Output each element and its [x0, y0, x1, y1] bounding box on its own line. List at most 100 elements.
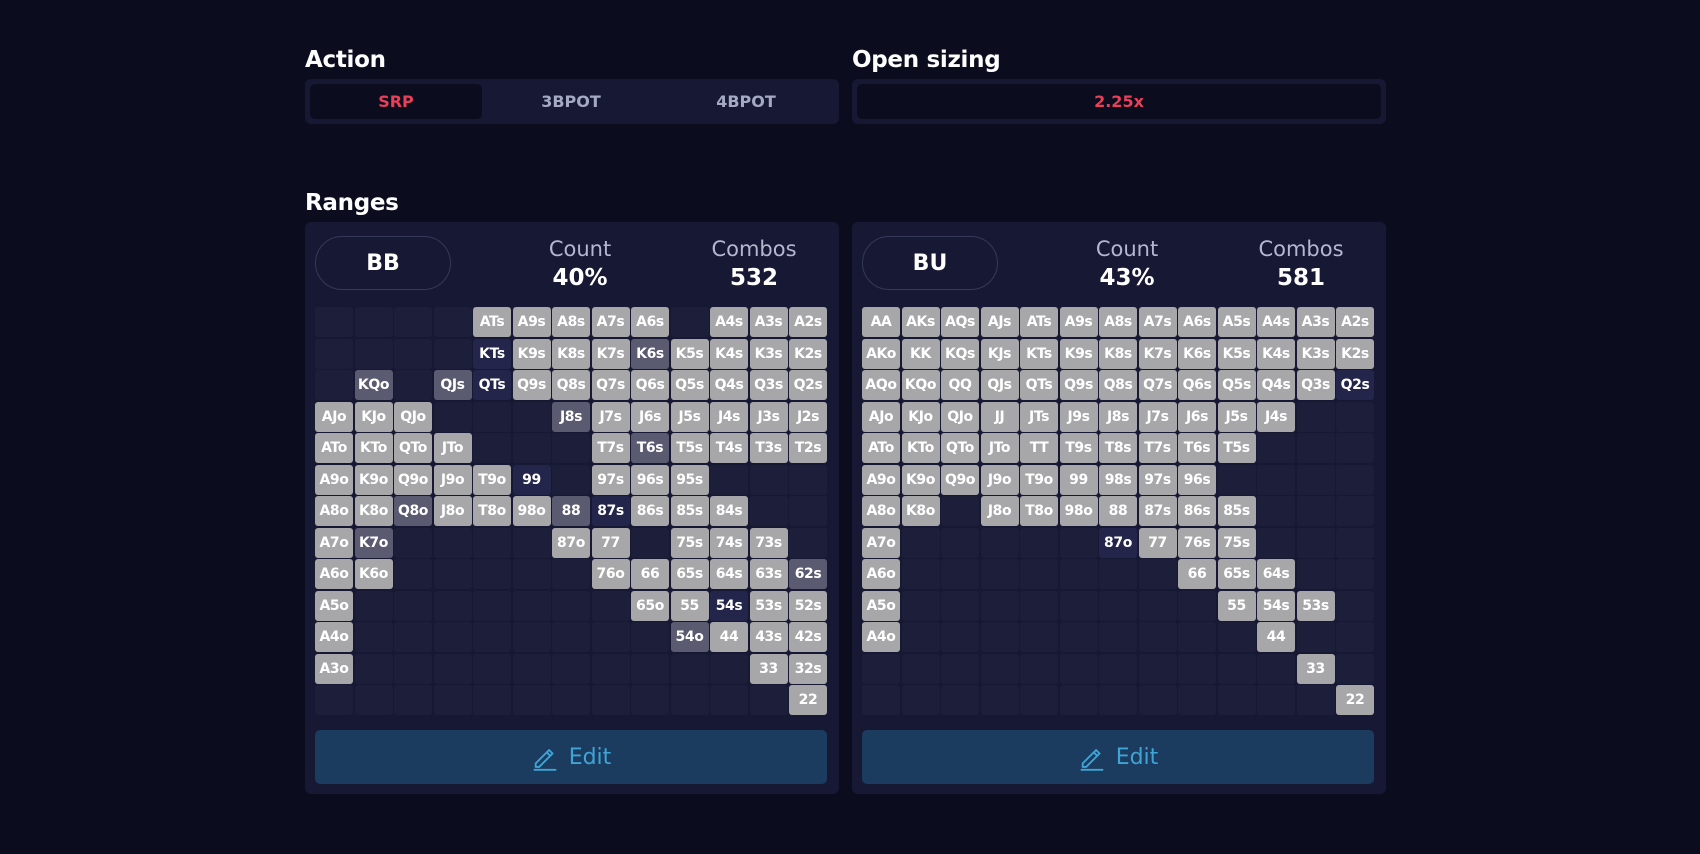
- hand-cell[interactable]: J4s: [1257, 401, 1295, 432]
- hand-cell[interactable]: [394, 622, 432, 652]
- hand-cell[interactable]: [354, 307, 393, 337]
- edit-button[interactable]: Edit: [862, 730, 1374, 784]
- hand-cell[interactable]: QJs: [980, 370, 1019, 400]
- hand-cell[interactable]: [789, 496, 827, 526]
- hand-cell[interactable]: QJs: [433, 370, 472, 400]
- hand-cell[interactable]: K8s: [1099, 338, 1137, 369]
- hand-cell[interactable]: K4s: [1257, 338, 1295, 369]
- hand-cell[interactable]: [591, 653, 630, 684]
- hand-cell[interactable]: A8o: [862, 496, 900, 526]
- hand-cell[interactable]: [941, 685, 979, 715]
- hand-cell[interactable]: [1138, 653, 1177, 684]
- hand-cell[interactable]: [1099, 590, 1137, 621]
- hand-cell[interactable]: T7s: [1138, 433, 1177, 463]
- hand-cell[interactable]: [512, 653, 551, 684]
- hand-cell[interactable]: [354, 653, 393, 684]
- hand-cell[interactable]: [512, 622, 551, 652]
- hand-cell[interactable]: Q9o: [394, 464, 432, 495]
- hand-cell[interactable]: 33: [749, 653, 788, 684]
- hand-cell[interactable]: [1178, 590, 1216, 621]
- hand-cell[interactable]: [1059, 653, 1098, 684]
- hand-cell[interactable]: KJo: [354, 401, 393, 432]
- hand-cell[interactable]: [1336, 622, 1374, 652]
- hand-cell[interactable]: [1296, 559, 1335, 589]
- hand-cell[interactable]: [1020, 590, 1058, 621]
- hand-cell[interactable]: Q7s: [591, 370, 630, 400]
- hand-cell[interactable]: J6s: [1178, 401, 1216, 432]
- hand-cell[interactable]: K2s: [789, 338, 827, 369]
- hand-cell[interactable]: KJo: [901, 401, 940, 432]
- hand-cell[interactable]: T8o: [1020, 496, 1058, 526]
- hand-cell[interactable]: [631, 622, 669, 652]
- hand-cell[interactable]: JTo: [433, 433, 472, 463]
- hand-cell[interactable]: Q6s: [1178, 370, 1216, 400]
- hand-cell[interactable]: [1020, 685, 1058, 715]
- hand-cell[interactable]: J8s: [552, 401, 590, 432]
- hand-cell[interactable]: K9s: [1059, 338, 1098, 369]
- hand-cell[interactable]: [473, 590, 511, 621]
- hand-cell[interactable]: [1217, 653, 1256, 684]
- hand-cell[interactable]: T3s: [749, 433, 788, 463]
- hand-cell[interactable]: [1059, 590, 1098, 621]
- hand-cell[interactable]: [980, 527, 1019, 558]
- hand-cell[interactable]: 22: [789, 685, 827, 715]
- hand-cell[interactable]: K6o: [354, 559, 393, 589]
- hand-cell[interactable]: [512, 685, 551, 715]
- hand-cell[interactable]: KQs: [941, 338, 979, 369]
- hand-cell[interactable]: AJo: [315, 401, 353, 432]
- hand-cell[interactable]: 54o: [670, 622, 709, 652]
- hand-cell[interactable]: Q3s: [1296, 370, 1335, 400]
- hand-cell[interactable]: J7s: [591, 401, 630, 432]
- hand-cell[interactable]: 77: [1138, 527, 1177, 558]
- hand-cell[interactable]: A6o: [315, 559, 353, 589]
- hand-cell[interactable]: K2s: [1336, 338, 1374, 369]
- hand-cell[interactable]: QTo: [941, 433, 979, 463]
- hand-cell[interactable]: [354, 685, 393, 715]
- hand-cell[interactable]: K7o: [354, 527, 393, 558]
- hand-cell[interactable]: A6s: [1178, 307, 1216, 337]
- hand-cell[interactable]: [512, 527, 551, 558]
- hand-cell[interactable]: [631, 527, 669, 558]
- hand-cell[interactable]: A4o: [862, 622, 900, 652]
- hand-cell[interactable]: [473, 433, 511, 463]
- hand-cell[interactable]: [512, 590, 551, 621]
- hand-cell[interactable]: [552, 622, 590, 652]
- hand-cell[interactable]: [512, 559, 551, 589]
- hand-cell[interactable]: AA: [862, 307, 900, 337]
- hand-cell[interactable]: K3s: [749, 338, 788, 369]
- hand-cell[interactable]: 96s: [1178, 464, 1216, 495]
- hand-cell[interactable]: A9s: [1059, 307, 1098, 337]
- hand-cell[interactable]: [433, 401, 472, 432]
- hand-cell[interactable]: K5s: [670, 338, 709, 369]
- hand-cell[interactable]: [1138, 559, 1177, 589]
- hand-cell[interactable]: Q4s: [1257, 370, 1295, 400]
- hand-cell[interactable]: 98o: [512, 496, 551, 526]
- hand-cell[interactable]: K9o: [354, 464, 393, 495]
- hand-cell[interactable]: J3s: [749, 401, 788, 432]
- hand-cell[interactable]: [1138, 590, 1177, 621]
- hand-cell[interactable]: A9s: [512, 307, 551, 337]
- hand-cell[interactable]: [1336, 401, 1374, 432]
- hand-cell[interactable]: T8o: [473, 496, 511, 526]
- hand-cell[interactable]: [394, 590, 432, 621]
- hand-cell[interactable]: J5s: [1217, 401, 1256, 432]
- hand-cell[interactable]: Q9s: [512, 370, 551, 400]
- hand-cell[interactable]: [1178, 653, 1216, 684]
- hand-cell[interactable]: [1059, 685, 1098, 715]
- hand-cell[interactable]: 63s: [749, 559, 788, 589]
- hand-cell[interactable]: [1336, 559, 1374, 589]
- hand-cell[interactable]: 33: [1296, 653, 1335, 684]
- hand-cell[interactable]: J8s: [1099, 401, 1137, 432]
- hand-cell[interactable]: AKs: [901, 307, 940, 337]
- hand-cell[interactable]: A8s: [1099, 307, 1137, 337]
- hand-cell[interactable]: 54s: [1257, 590, 1295, 621]
- hand-cell[interactable]: [710, 685, 748, 715]
- hand-cell[interactable]: [901, 527, 940, 558]
- hand-cell[interactable]: Q8s: [1099, 370, 1137, 400]
- hand-cell[interactable]: KJs: [980, 338, 1019, 369]
- hand-cell[interactable]: A9o: [862, 464, 900, 495]
- hand-cell[interactable]: QTs: [473, 370, 511, 400]
- hand-cell[interactable]: AKo: [862, 338, 900, 369]
- hand-cell[interactable]: J8o: [433, 496, 472, 526]
- hand-cell[interactable]: [433, 622, 472, 652]
